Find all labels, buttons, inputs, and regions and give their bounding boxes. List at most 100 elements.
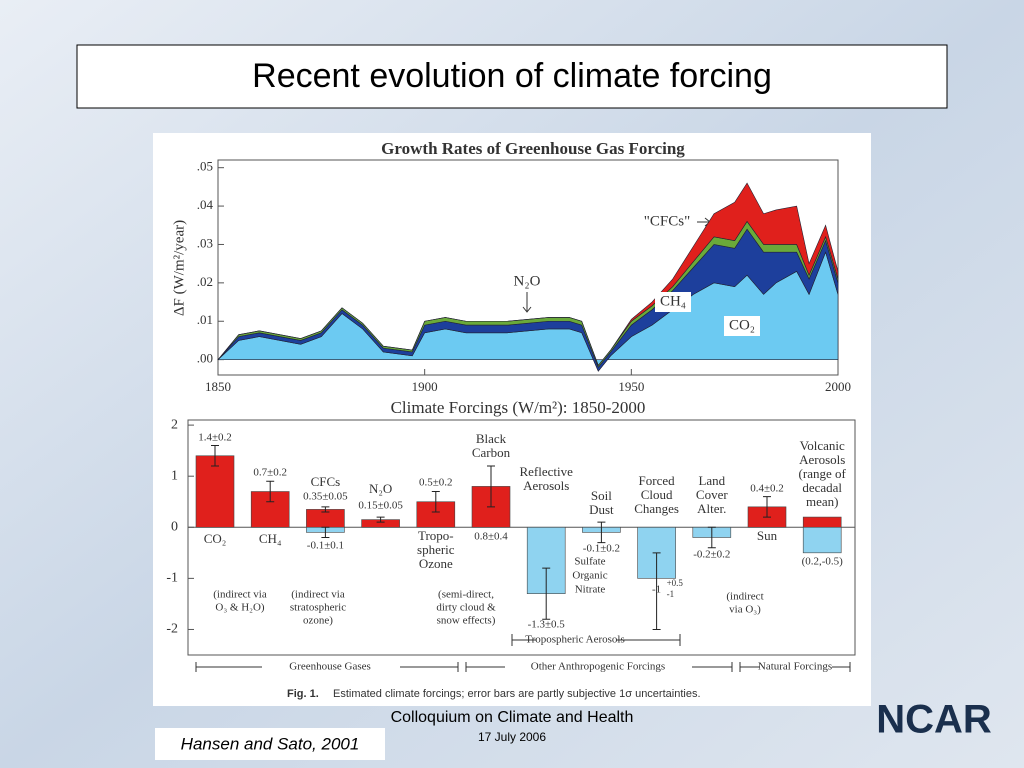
error-bar (542, 567, 551, 620)
series-label: "CFCs" (644, 213, 690, 229)
bar (802, 526, 842, 554)
bar-label: N₂O (369, 481, 392, 496)
y-tick-label: -1 (166, 571, 178, 586)
y-axis-label: ΔF (W/m²/year) (171, 220, 187, 316)
footer: Colloquium on Climate and Health (391, 709, 634, 726)
bar-label: Carbon (472, 445, 511, 460)
top-frame (217, 159, 839, 376)
bar-label: CH₄ (259, 531, 282, 546)
x-tick-label: 1900 (412, 379, 438, 394)
annotation: (indirect (726, 591, 763, 603)
value-label: -1.3±0.5 (528, 619, 566, 631)
bar-label: Changes (634, 501, 679, 516)
annotation: (indirect via (213, 589, 267, 601)
chart-title: Growth Rates of Greenhouse Gas Forcing (381, 139, 685, 158)
x-tick-label: 1950 (618, 379, 644, 394)
bar-label: Aerosols (523, 478, 569, 493)
error-bar (321, 526, 330, 538)
bar-label: Forced (639, 473, 676, 488)
value-label: 1.4±0.2 (198, 432, 232, 444)
bar-label: Sun (757, 528, 778, 543)
y-tick-label: .02 (197, 274, 213, 289)
area-layer (217, 182, 839, 366)
annotation: (semi-direct, (438, 589, 494, 601)
y-tick-label: .05 (197, 159, 213, 174)
y-tick-label: .04 (197, 197, 214, 212)
series-label: CH₄ (660, 293, 686, 309)
bar-label: mean) (806, 494, 838, 509)
citation: Hansen and Sato, 2001 (181, 734, 360, 753)
value-label: 0.8±0.4 (474, 531, 508, 543)
bar-label: Cover (696, 487, 728, 502)
value-label: -0.2±0.2 (693, 549, 730, 561)
y-tick-label: 1 (171, 468, 178, 483)
error-bar (431, 491, 440, 513)
bar-label: Soil (591, 488, 612, 503)
bar (802, 516, 842, 528)
error-bar (321, 506, 330, 513)
bar-label: Aerosols (799, 452, 845, 467)
caption: Estimated climate forcings; error bars a… (333, 688, 701, 700)
error-label: +0.5 (667, 578, 684, 588)
value-label: 0.35±0.05 (303, 491, 348, 503)
bar-label: spheric (417, 542, 455, 557)
annotation: (indirect via (291, 589, 345, 601)
error-bar (707, 526, 716, 549)
y-tick-label: .01 (197, 312, 213, 327)
bottom-frame (187, 419, 856, 656)
arrows (195, 217, 851, 672)
y-tick-label: 2 (171, 417, 178, 432)
value-label: 0.4±0.2 (750, 483, 784, 495)
label-bg (724, 316, 760, 336)
value-label: -0.1±0.1 (307, 540, 344, 552)
bar-label: Volcanic (800, 438, 845, 453)
value-label: -0.1±0.2 (583, 543, 620, 555)
annotation: O₃ & H₂O) (215, 602, 265, 614)
bar (195, 455, 235, 528)
y-tick-label: 0 (171, 520, 178, 535)
value-label: 0.15±0.05 (358, 500, 403, 512)
annotation: ozone) (303, 615, 333, 627)
bar-label: CFCs (311, 474, 341, 489)
label-bg (655, 292, 691, 312)
error-bar (376, 516, 385, 523)
citation-box (155, 728, 385, 760)
date: 17 July 2006 (478, 730, 546, 744)
annotation: Sulfate (574, 556, 605, 568)
annotation: Tropospheric Aerosols (525, 634, 625, 646)
bar-label: Cloud (641, 487, 673, 502)
error-bar (266, 480, 275, 503)
bar-label: Dust (589, 502, 614, 517)
value-label: 0.5±0.2 (419, 477, 453, 489)
error-bar (487, 465, 495, 508)
bar-label: Alter. (697, 501, 726, 516)
bar-label: Ozone (419, 556, 453, 571)
y-tick-label: .00 (197, 351, 213, 366)
bar-label: Land (698, 473, 725, 488)
annotation: snow effects) (437, 615, 496, 627)
value-label: -1 (652, 584, 661, 596)
annotation: Other Anthropogenic Forcings (531, 661, 665, 673)
annotation: dirty cloud & (436, 602, 496, 614)
annotation: via O₃) (729, 604, 761, 616)
bar-label: decadal (802, 480, 842, 495)
error-label: -1 (667, 589, 675, 599)
error-bar (211, 445, 219, 467)
slide-title: Recent evolution of climate forcing (252, 57, 772, 95)
y-tick-label: -2 (166, 622, 178, 637)
caption-label: Fig. 1. (287, 688, 319, 700)
figure-content: Growth Rates of Greenhouse Gas Forcing ΔF… (166, 139, 855, 700)
series-label: N₂O (514, 273, 541, 289)
bar-label: Reflective (519, 464, 573, 479)
x-tick-label: 2000 (825, 379, 851, 394)
value-label: (0.2,-0.5) (802, 556, 844, 568)
bar-label: (range of (799, 466, 847, 481)
bar-label: Tropo- (418, 528, 454, 543)
error-bar (652, 552, 661, 630)
error-bar (597, 521, 606, 544)
value-label: 0.7±0.2 (253, 467, 287, 479)
y-tick-label: .03 (197, 235, 213, 250)
bar-label: CO₂ (204, 531, 227, 546)
